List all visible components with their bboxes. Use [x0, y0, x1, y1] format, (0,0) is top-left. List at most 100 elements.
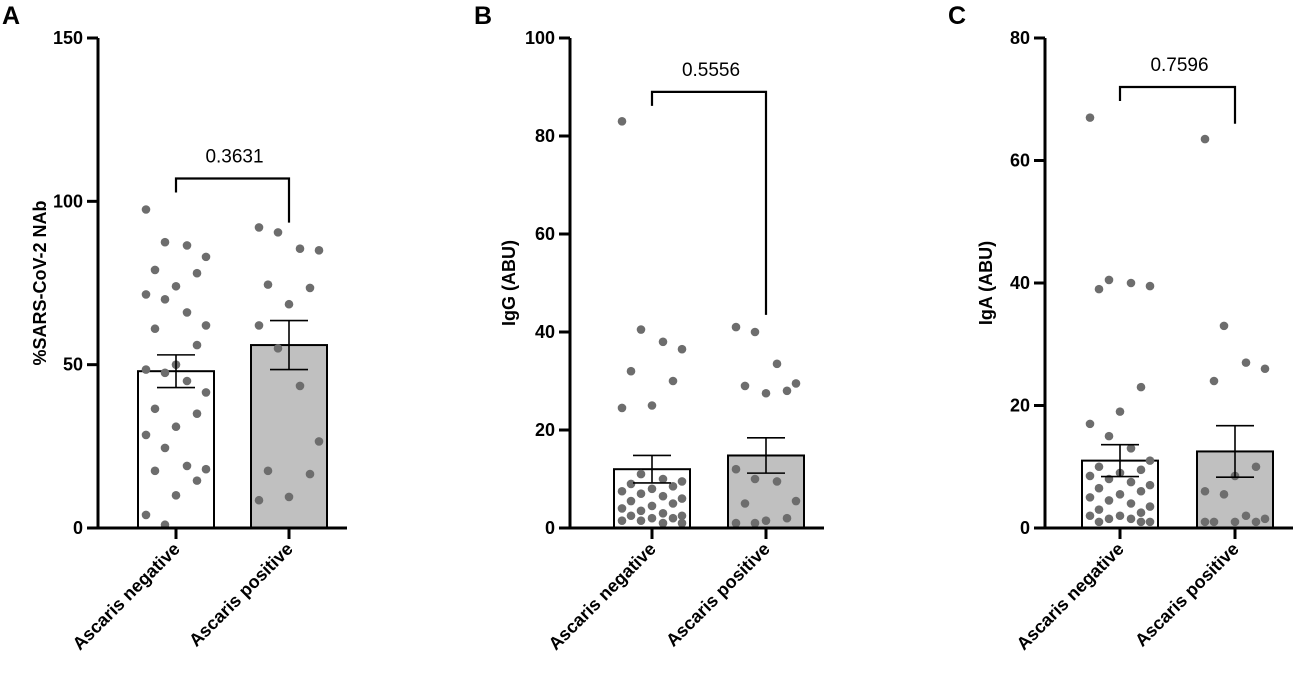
data-point [273, 344, 283, 353]
data-point [750, 327, 760, 337]
y-tick-label: 80 [1010, 28, 1030, 48]
data-point [1094, 483, 1104, 493]
x-tick-label: Ascaris negative [545, 539, 660, 654]
data-point [1136, 508, 1146, 517]
data-point [284, 492, 294, 502]
plot-area-b: 0 20 40 60 80 100 Ascaris negative Ascaris posi… [525, 28, 824, 654]
data-point [1115, 511, 1125, 521]
data-point [150, 324, 160, 334]
data-point [1260, 514, 1270, 524]
data-point [636, 325, 646, 334]
data-point [1104, 275, 1114, 285]
x-tick-label: Ascaris positive [185, 539, 297, 651]
data-point [626, 479, 636, 489]
plot-area-a: 0 50 100 150 Ascaris negative Ascaris positiv… [53, 28, 347, 654]
data-point [1115, 490, 1125, 499]
data-point [192, 268, 202, 278]
data-point [1085, 471, 1095, 481]
x-tick-label: Ascaris negative [1013, 539, 1128, 654]
data-point [647, 513, 657, 523]
data-point [305, 283, 315, 293]
data-point [791, 379, 801, 388]
data-point [1115, 407, 1125, 416]
data-point [182, 308, 192, 317]
data-point [1251, 517, 1261, 527]
data-point [731, 464, 741, 474]
data-point [658, 518, 668, 528]
data-point [1241, 358, 1251, 367]
data-point [1241, 511, 1251, 521]
data-point [1200, 486, 1210, 496]
data-point [1145, 502, 1155, 511]
data-point [658, 474, 668, 484]
data-point [192, 340, 202, 350]
data-point [668, 499, 678, 508]
significance-bracket [1118, 85, 1237, 124]
y-tick-label: 50 [63, 355, 83, 375]
data-point [201, 252, 211, 262]
data-point [160, 237, 170, 247]
data-point [263, 466, 273, 476]
data-point [1085, 113, 1095, 122]
data-point [782, 386, 792, 396]
data-point [1145, 517, 1155, 527]
data-point [617, 486, 627, 496]
data-point [1145, 480, 1155, 490]
y-tick-label: 20 [1010, 396, 1030, 416]
panel-a: A %SARS-CoV-2 NAb 0 50 100 150 Ascaris negat… [2, 2, 347, 654]
data-point [254, 495, 264, 505]
data-point [1104, 431, 1114, 441]
data-point [201, 321, 211, 330]
data-point [160, 368, 170, 378]
data-point [171, 281, 181, 291]
data-point [1209, 376, 1219, 386]
data-point [761, 388, 771, 398]
data-point [617, 117, 627, 126]
y-tick-label: 0 [1020, 518, 1030, 538]
data-point [1126, 477, 1136, 487]
y-tick-label: 60 [1010, 151, 1030, 171]
data-point [314, 437, 324, 446]
data-point [617, 403, 627, 413]
data-point [1136, 382, 1146, 392]
data-point [182, 461, 192, 471]
panel-b: B IgG (ABU) 0 20 40 60 80 100 Ascaris negative… [474, 2, 824, 654]
data-point [1136, 517, 1146, 527]
y-tick-label: 40 [1010, 273, 1030, 293]
data-point [772, 477, 782, 486]
data-point [305, 469, 315, 479]
data-point [1200, 134, 1210, 144]
panel-letter-b: B [474, 2, 492, 30]
data-point [201, 388, 211, 397]
data-point [626, 496, 636, 506]
data-point [658, 509, 668, 518]
data-point [677, 344, 687, 354]
data-point [1104, 514, 1114, 524]
data-point [1145, 281, 1155, 291]
data-point [254, 223, 264, 232]
data-point [150, 466, 160, 476]
data-point [636, 469, 646, 479]
data-point [1085, 493, 1095, 502]
data-point [626, 366, 636, 376]
y-tick-label: 60 [535, 224, 555, 244]
p-value-label: 0.7596 [1150, 55, 1208, 76]
x-tick-label: Ascaris positive [1131, 539, 1243, 651]
p-value-label: 0.5556 [682, 60, 740, 81]
data-point [1126, 444, 1136, 453]
data-point [141, 365, 151, 374]
data-point [791, 496, 801, 506]
panel-letter-c: C [948, 2, 966, 30]
y-tick-label: 20 [535, 420, 555, 440]
data-point [1219, 490, 1229, 499]
data-point [171, 422, 181, 432]
data-point [1126, 514, 1136, 524]
data-point [1104, 496, 1114, 505]
data-point [658, 337, 668, 347]
significance-bracket [650, 90, 768, 315]
data-point [1136, 465, 1146, 475]
panel-letter-a: A [2, 2, 20, 30]
data-point [1230, 517, 1240, 527]
bar-positive [1196, 450, 1274, 529]
y-axis-label-a: %SARS-CoV-2 NAb [30, 200, 50, 365]
